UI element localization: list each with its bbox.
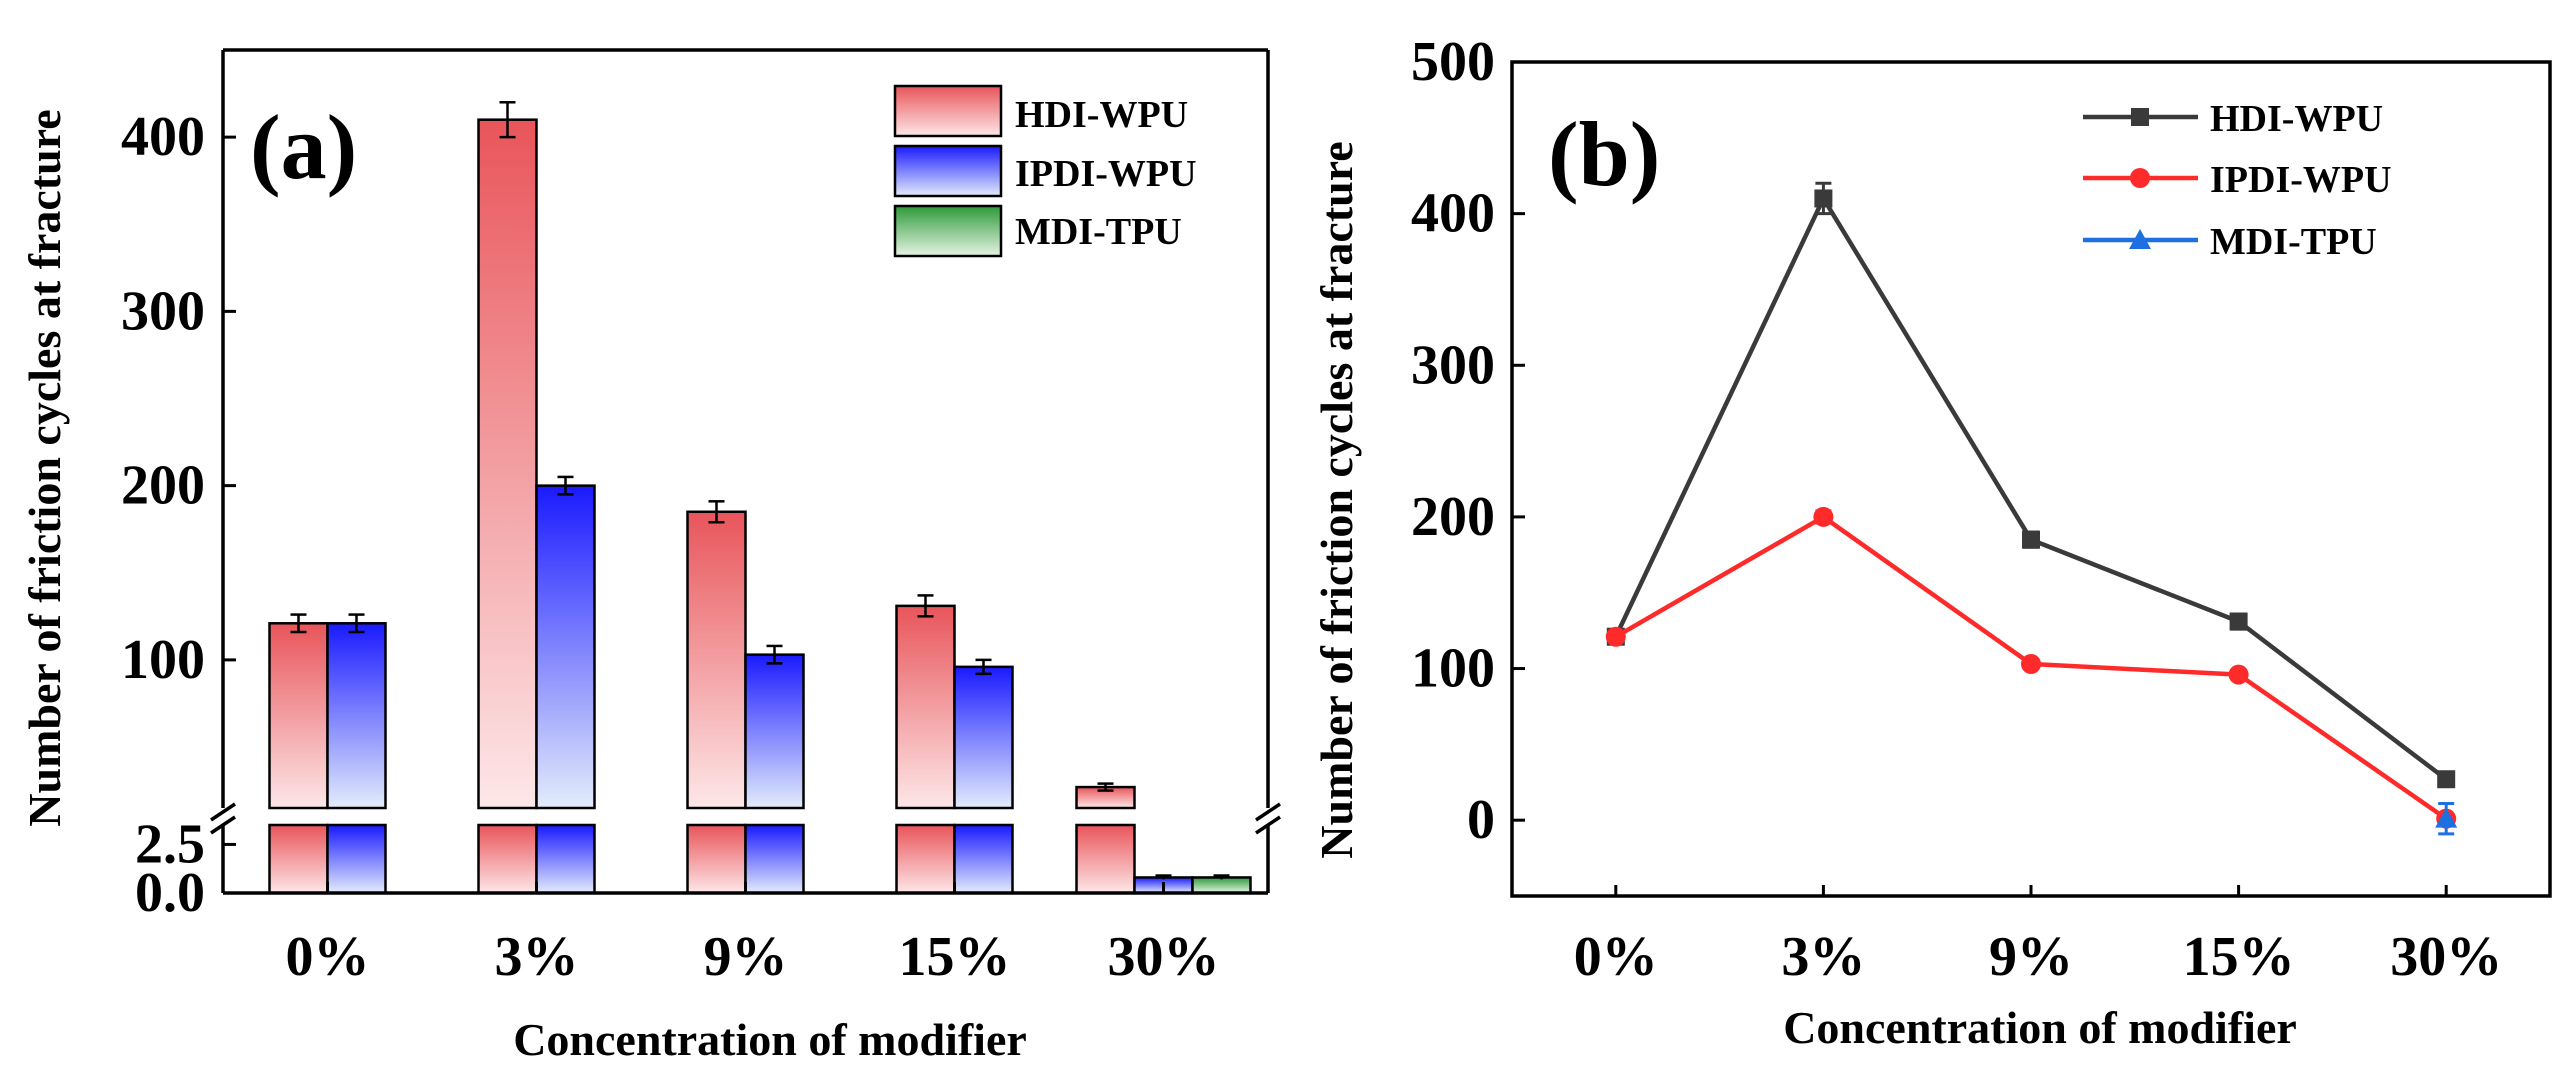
b-plot-frame <box>1510 60 2552 898</box>
b-legend-label-hdi: HDI-WPU <box>2210 98 2383 140</box>
b-y-tick-label: 500 <box>1411 31 1495 93</box>
a-bar-lower-ipdi-wpu-15 <box>953 823 1014 895</box>
a-legend-swatch-ipdi <box>893 144 1003 198</box>
panel-a-bar-chart: 0% 3% 9% 15% 30% 0.02.5 100 200 300 400 (a) Conce… <box>19 48 1281 1065</box>
a-x-tick-label-30: 30% <box>1108 926 1220 988</box>
a-x-tick-label-0: 0% <box>286 926 370 988</box>
panel-b-line-chart: 0 100 200 300 400 500 0% 3% 9% 15% 30% (b) Concent… <box>1311 31 2552 1053</box>
b-x-tick-label-3: 3% <box>1781 926 1865 988</box>
panel-b-label: (b) <box>1548 103 1660 205</box>
b-point-mdi-tpu-30 <box>2435 807 2458 828</box>
a-bar-hdi-wpu-9 <box>686 510 747 810</box>
a-legend-label-hdi: HDI-WPU <box>1015 94 1188 136</box>
b-x-tick-label-30: 30% <box>2390 926 2502 988</box>
b-legend-marker-mdi <box>2129 229 2151 249</box>
a-bar-mdi-tpu-30 <box>1191 876 1252 895</box>
b-series-line-hdi-wpu <box>1613 193 2448 782</box>
a-y-tick-label: 2.5 <box>135 813 205 875</box>
a-y-tick-label: 100 <box>121 629 205 691</box>
a-legend-swatch-hdi <box>893 84 1003 138</box>
b-point-hdi-wpu-15 <box>2229 612 2248 631</box>
a-x-tick-label-3: 3% <box>495 926 579 988</box>
a-bar-lower-hdi-wpu-9 <box>686 823 747 895</box>
b-x-axis-label: Concentration of modifier <box>1783 1002 2297 1053</box>
a-legend-label-ipdi: IPDI-WPU <box>1015 153 1197 195</box>
b-y-tick-label: 0 <box>1467 789 1495 851</box>
b-legend-marker-ipdi <box>2130 168 2150 188</box>
a-bar-lower-hdi-wpu-3 <box>477 823 538 895</box>
a-bar-ipdi-wpu-3 <box>535 484 596 810</box>
b-x-tick-label-9: 9% <box>1989 926 2073 988</box>
b-point-ipdi-wpu-3 <box>1813 506 1834 527</box>
b-legend-marker-hdi <box>2131 108 2149 126</box>
b-legend-label-ipdi: IPDI-WPU <box>2210 159 2392 201</box>
b-point-ipdi-wpu-0 <box>1605 626 1626 647</box>
a-legend-label-mdi: MDI-TPU <box>1015 211 1182 253</box>
b-y-tick-label: 200 <box>1411 486 1495 548</box>
b-x-tick-label-0: 0% <box>1574 926 1658 988</box>
b-y-tick-label: 100 <box>1411 638 1495 700</box>
a-break-mark-left <box>210 802 236 835</box>
a-bar-lower-ipdi-wpu-9 <box>744 823 805 895</box>
a-y-tick-label: 300 <box>121 280 205 342</box>
b-x-tick-label-15: 15% <box>2183 926 2295 988</box>
a-bar-ipdi-wpu-0 <box>326 622 387 810</box>
b-legend: HDI-WPU IPDI-WPU MDI-TPU <box>2083 98 2392 263</box>
b-point-hdi-wpu-3 <box>1814 189 1833 208</box>
a-bar-lower-ipdi-wpu-3 <box>535 823 596 895</box>
b-point-ipdi-wpu-9 <box>2021 653 2041 674</box>
b-y-tick-label: 400 <box>1411 183 1495 245</box>
b-point-hdi-wpu-30 <box>2437 770 2456 789</box>
a-y-axis-label: Number of friction cycles at fracture <box>19 109 70 826</box>
b-point-ipdi-wpu-15 <box>2228 664 2249 685</box>
a-bar-lower-hdi-wpu-30 <box>1075 823 1136 895</box>
a-bar-lower-ipdi-wpu-0 <box>326 823 387 895</box>
a-bar-hdi-wpu-15 <box>895 604 956 810</box>
panel-a-label: (a) <box>250 96 357 198</box>
b-legend-label-mdi: MDI-TPU <box>2210 221 2377 263</box>
a-y-tick-label: 0.0 <box>135 862 205 924</box>
a-bar-ipdi-wpu-15 <box>953 665 1014 810</box>
a-x-axis-label: Concentration of modifier <box>513 1014 1027 1065</box>
a-break-mark-right <box>1255 802 1281 835</box>
a-bar-ipdi-wpu-9 <box>744 653 805 810</box>
b-y-axis-label: Number of friction cycles at fracture <box>1311 141 1362 858</box>
a-y-tick-label: 200 <box>121 455 205 517</box>
a-legend: HDI-WPU IPDI-WPU MDI-TPU <box>893 84 1197 258</box>
a-y-tick-label: 400 <box>121 106 205 168</box>
a-bar-hdi-wpu-0 <box>268 622 329 810</box>
a-bar-lower-hdi-wpu-15 <box>895 823 956 895</box>
a-bar-lower-hdi-wpu-0 <box>268 823 329 895</box>
a-x-tick-label-15: 15% <box>899 926 1011 988</box>
b-y-tick-label: 300 <box>1411 334 1495 396</box>
b-point-hdi-wpu-9 <box>2022 530 2040 549</box>
a-x-tick-label-9: 9% <box>704 926 788 988</box>
a-bar-hdi-wpu-3 <box>477 118 538 810</box>
a-legend-swatch-mdi <box>893 204 1003 258</box>
